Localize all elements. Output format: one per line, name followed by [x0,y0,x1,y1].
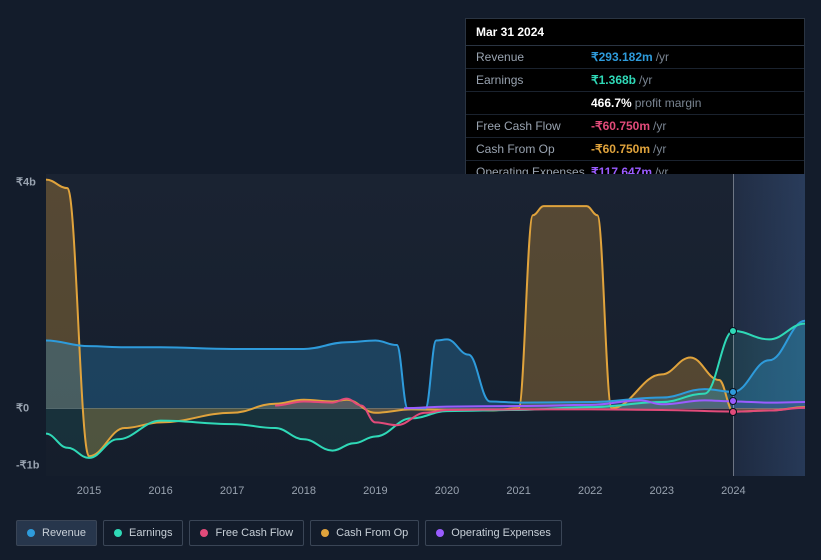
legend-label: Free Cash Flow [215,527,293,539]
legend-label: Cash From Op [336,527,408,539]
tooltip-unit: /yr [653,119,666,133]
legend-dot-icon [27,529,35,537]
x-tick: 2016 [148,485,172,497]
profit-margin-pct: 466.7% [591,96,632,110]
tooltip-unit: /yr [653,142,666,156]
legend-label: Revenue [42,527,86,539]
x-tick: 2017 [220,485,244,497]
x-tick: 2023 [650,485,674,497]
legend-label: Earnings [129,527,172,539]
x-tick: 2015 [77,485,101,497]
tooltip-value: -₹60.750m [591,119,650,133]
tooltip-row-fcf: Free Cash Flow-₹60.750m/yr [466,115,804,138]
tooltip-label: Free Cash Flow [476,119,591,133]
legend-dot-icon [436,529,444,537]
tooltip-row-cfo: Cash From Op-₹60.750m/yr [466,138,804,161]
tooltip-label: Earnings [476,73,591,87]
y-tick: -₹1b [16,458,40,471]
tooltip-value: -₹60.750m [591,142,650,156]
plot-area[interactable] [46,174,805,476]
legend-label: Operating Expenses [451,527,551,539]
tooltip-profit-margin: 466.7%profit margin [466,92,804,115]
x-tick: 2020 [435,485,459,497]
x-tick: 2021 [506,485,530,497]
tooltip-row-earnings: Earnings₹1.368b/yr [466,69,804,92]
legend-dot-icon [200,529,208,537]
series-dot-revenue [729,388,737,396]
x-tick: 2024 [721,485,745,497]
profit-margin-label: profit margin [635,96,702,110]
x-tick: 2019 [363,485,387,497]
hover-vline [733,174,734,476]
legend-dot-icon [321,529,329,537]
legend-item-revenue[interactable]: Revenue [16,520,97,546]
x-tick: 2022 [578,485,602,497]
legend-item-fcf[interactable]: Free Cash Flow [189,520,304,546]
series-dot-earnings [729,327,737,335]
tooltip-value: ₹293.182m [591,50,653,64]
x-axis: 2015 2016 2017 2018 2019 2020 2021 2022 2023 2024 [46,485,805,501]
legend-dot-icon [114,529,122,537]
legend: Revenue Earnings Free Cash Flow Cash From O… [16,520,562,546]
legend-item-cfo[interactable]: Cash From Op [310,520,419,546]
tooltip-value: ₹1.368b [591,73,636,87]
tooltip-label: Revenue [476,50,591,64]
legend-item-earnings[interactable]: Earnings [103,520,183,546]
y-tick: ₹4b [16,176,36,189]
tooltip-date: Mar 31 2024 [466,19,804,46]
series-dot-opex [729,397,737,405]
series-dot-fcf [729,408,737,416]
x-tick: 2018 [292,485,316,497]
tooltip-label: Cash From Op [476,142,591,156]
tooltip-row-revenue: Revenue₹293.182m/yr [466,46,804,69]
legend-item-opex[interactable]: Operating Expenses [425,520,562,546]
y-tick: ₹0 [16,402,29,415]
tooltip-unit: /yr [656,50,669,64]
tooltip-unit: /yr [639,73,652,87]
chart-svg [46,174,805,476]
chart-container: ₹4b₹0-₹1b 201520162017201820192020202120… [16,160,805,500]
